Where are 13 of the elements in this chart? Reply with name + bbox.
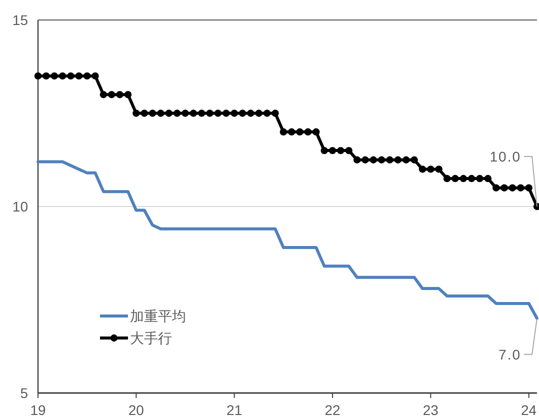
y-tick-label: 15: [12, 12, 28, 28]
y-tick-label: 5: [20, 385, 28, 401]
x-tick-label: 21: [226, 402, 242, 418]
x-tick-label: 22: [324, 402, 340, 418]
x-tick-label: 20: [128, 402, 144, 418]
legend-label: 加重平均: [130, 308, 186, 324]
annotation: 7.0: [498, 346, 521, 362]
x-tick-label: 19: [30, 402, 46, 418]
x-tick-label: 23: [422, 402, 439, 418]
legend-label: 大手行: [130, 330, 172, 346]
x-tick-label: 24: [521, 402, 537, 418]
annotation: 10.0: [490, 148, 521, 164]
y-tick-label: 10: [12, 198, 28, 214]
